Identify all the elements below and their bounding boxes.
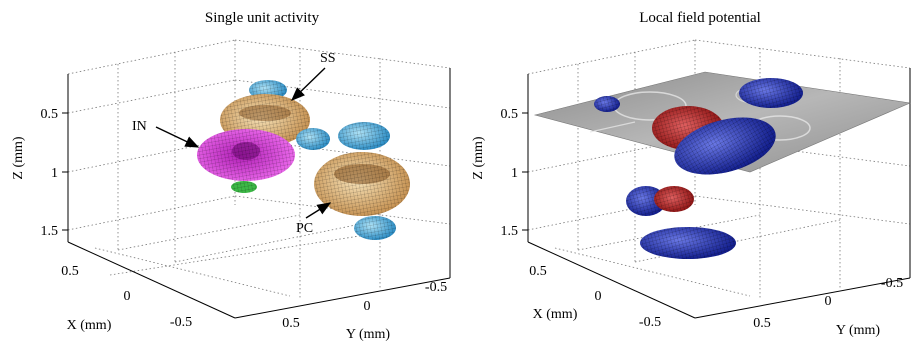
z-axis-label: Z (mm) [471,136,486,179]
x-tick-neg0.5: -0.5 [170,315,192,330]
x-tick-0.5: 0.5 [61,264,79,279]
ss-cluster-bottom [354,216,396,240]
z-tick-0.5: 0.5 [501,107,519,122]
label-pc: PC [296,221,313,236]
lfp-source-bottom [640,227,736,259]
y-tick-0: 0 [825,294,832,309]
z-tick-1.5: 1.5 [501,224,519,239]
x-axis-label: X (mm) [533,307,578,322]
lfp-source-small-left [594,96,620,112]
y-tick-neg0.5: -0.5 [425,280,447,295]
local-field-potential-panel: Local field potential [460,0,920,346]
y-tick-neg0.5: -0.5 [881,276,903,291]
arrow-ss [290,67,326,101]
panel-title: Local field potential [639,10,761,26]
x-tick-neg0.5: -0.5 [639,315,661,330]
lfp-source-top-right [739,78,803,108]
ss-cluster-mid [296,128,330,150]
left-3d-plot: Single unit activity 0.5 1 1.5 Z (mm) 0.… [11,10,451,342]
label-in: IN [132,119,147,134]
x-tick-0: 0 [124,289,131,304]
green-cluster [231,181,257,193]
right-3d-plot: Local field potential [471,10,912,338]
arrow-in [155,126,200,148]
y-tick-0.5: 0.5 [282,316,300,331]
axes-box [62,68,451,319]
arrow-pc [305,202,332,219]
lfp-source-blue-center [674,117,776,175]
ss-cluster-right [338,122,390,150]
z-tick-1: 1 [51,166,58,181]
y-axis-label: Y (mm) [346,327,391,342]
pc-soma [314,152,410,216]
y-tick-0: 0 [364,299,371,314]
z-tick-1.5: 1.5 [41,224,59,239]
z-tick-1: 1 [511,166,518,181]
lfp-source-lower-red [654,186,694,212]
x-tick-0.5: 0.5 [529,264,547,279]
panel-title: Single unit activity [205,10,320,26]
x-tick-0: 0 [595,289,602,304]
y-axis-label: Y (mm) [836,323,881,338]
single-unit-activity-panel: Single unit activity 0.5 1 1.5 Z (mm) 0.… [11,10,451,342]
x-axis-label: X (mm) [67,318,112,333]
y-tick-0.5: 0.5 [753,316,771,331]
z-tick-0.5: 0.5 [41,107,59,122]
z-axis-label: Z (mm) [11,136,26,179]
label-ss: SS [320,51,336,66]
in-soma [197,129,295,181]
